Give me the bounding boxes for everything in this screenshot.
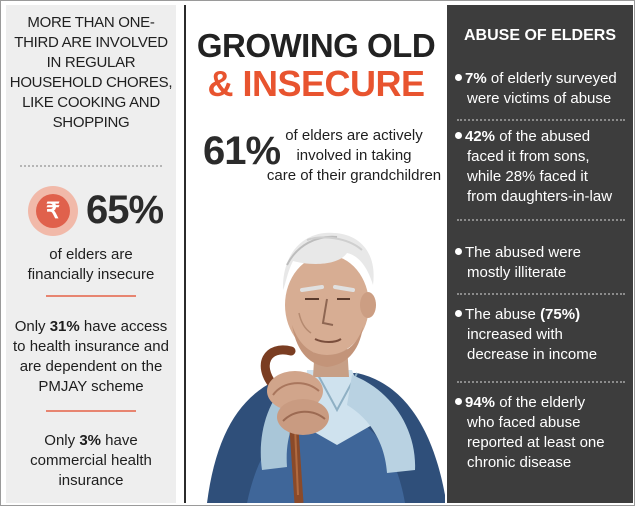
grandchildren-text: of elders are actively involved in takin… <box>266 127 442 184</box>
grandchildren-percent: 61% <box>203 129 281 173</box>
bullet-victims: 7% of elderly surveyed were victims of a… <box>455 69 627 109</box>
chores-stat: MORE THAN ONE- THIRD ARE INVOLVED IN REG… <box>9 14 173 131</box>
rupee-coin-icon: ₹ <box>28 186 78 236</box>
headline-line-1: GROWING OLD <box>196 27 436 64</box>
elderly-man-with-cane-illustration <box>207 232 445 503</box>
financial-text: of elders are financially insecure <box>27 246 155 283</box>
bullet-sons: 42% of the abused faced it from sons, wh… <box>455 127 627 207</box>
red-divider <box>46 410 136 412</box>
health-percent: 31% <box>49 318 80 335</box>
bullet-dot <box>455 310 462 317</box>
bullet-dot <box>455 248 462 255</box>
bullet-dot <box>455 132 462 139</box>
red-divider <box>46 295 136 297</box>
dotted-divider <box>457 381 625 383</box>
dotted-divider <box>457 293 625 295</box>
left-panel: MORE THAN ONE- THIRD ARE INVOLVED IN REG… <box>6 5 176 503</box>
rupee-symbol: ₹ <box>36 194 70 228</box>
bullet-dot <box>455 74 462 81</box>
health-insurance-stat: Only 31% have access to health insurance… <box>13 318 169 395</box>
bullet-dot <box>455 398 462 405</box>
dotted-divider <box>457 219 625 221</box>
vertical-divider <box>184 5 186 503</box>
headline-line-2: & INSECURE <box>207 63 425 104</box>
financial-percent: 65% <box>86 188 164 232</box>
bullet-disease: 94% of the elderly who faced abuse repor… <box>455 393 627 473</box>
bullet-illiterate: The abused were mostly illiterate <box>455 243 627 283</box>
abuse-title: ABUSE OF ELDERS <box>463 27 616 44</box>
commercial-percent: 3% <box>79 432 101 449</box>
commercial-insurance-stat: Only 3% have commercial health insurance <box>30 432 152 489</box>
center-panel: GROWING OLD & INSECURE 61% of elders are… <box>187 5 445 503</box>
right-panel: ABUSE OF ELDERS 7% of elderly surveyed w… <box>447 5 633 503</box>
dotted-divider <box>457 119 625 121</box>
dotted-divider <box>20 165 162 167</box>
bullet-income: The abuse (75%) increased with decrease … <box>455 305 627 365</box>
